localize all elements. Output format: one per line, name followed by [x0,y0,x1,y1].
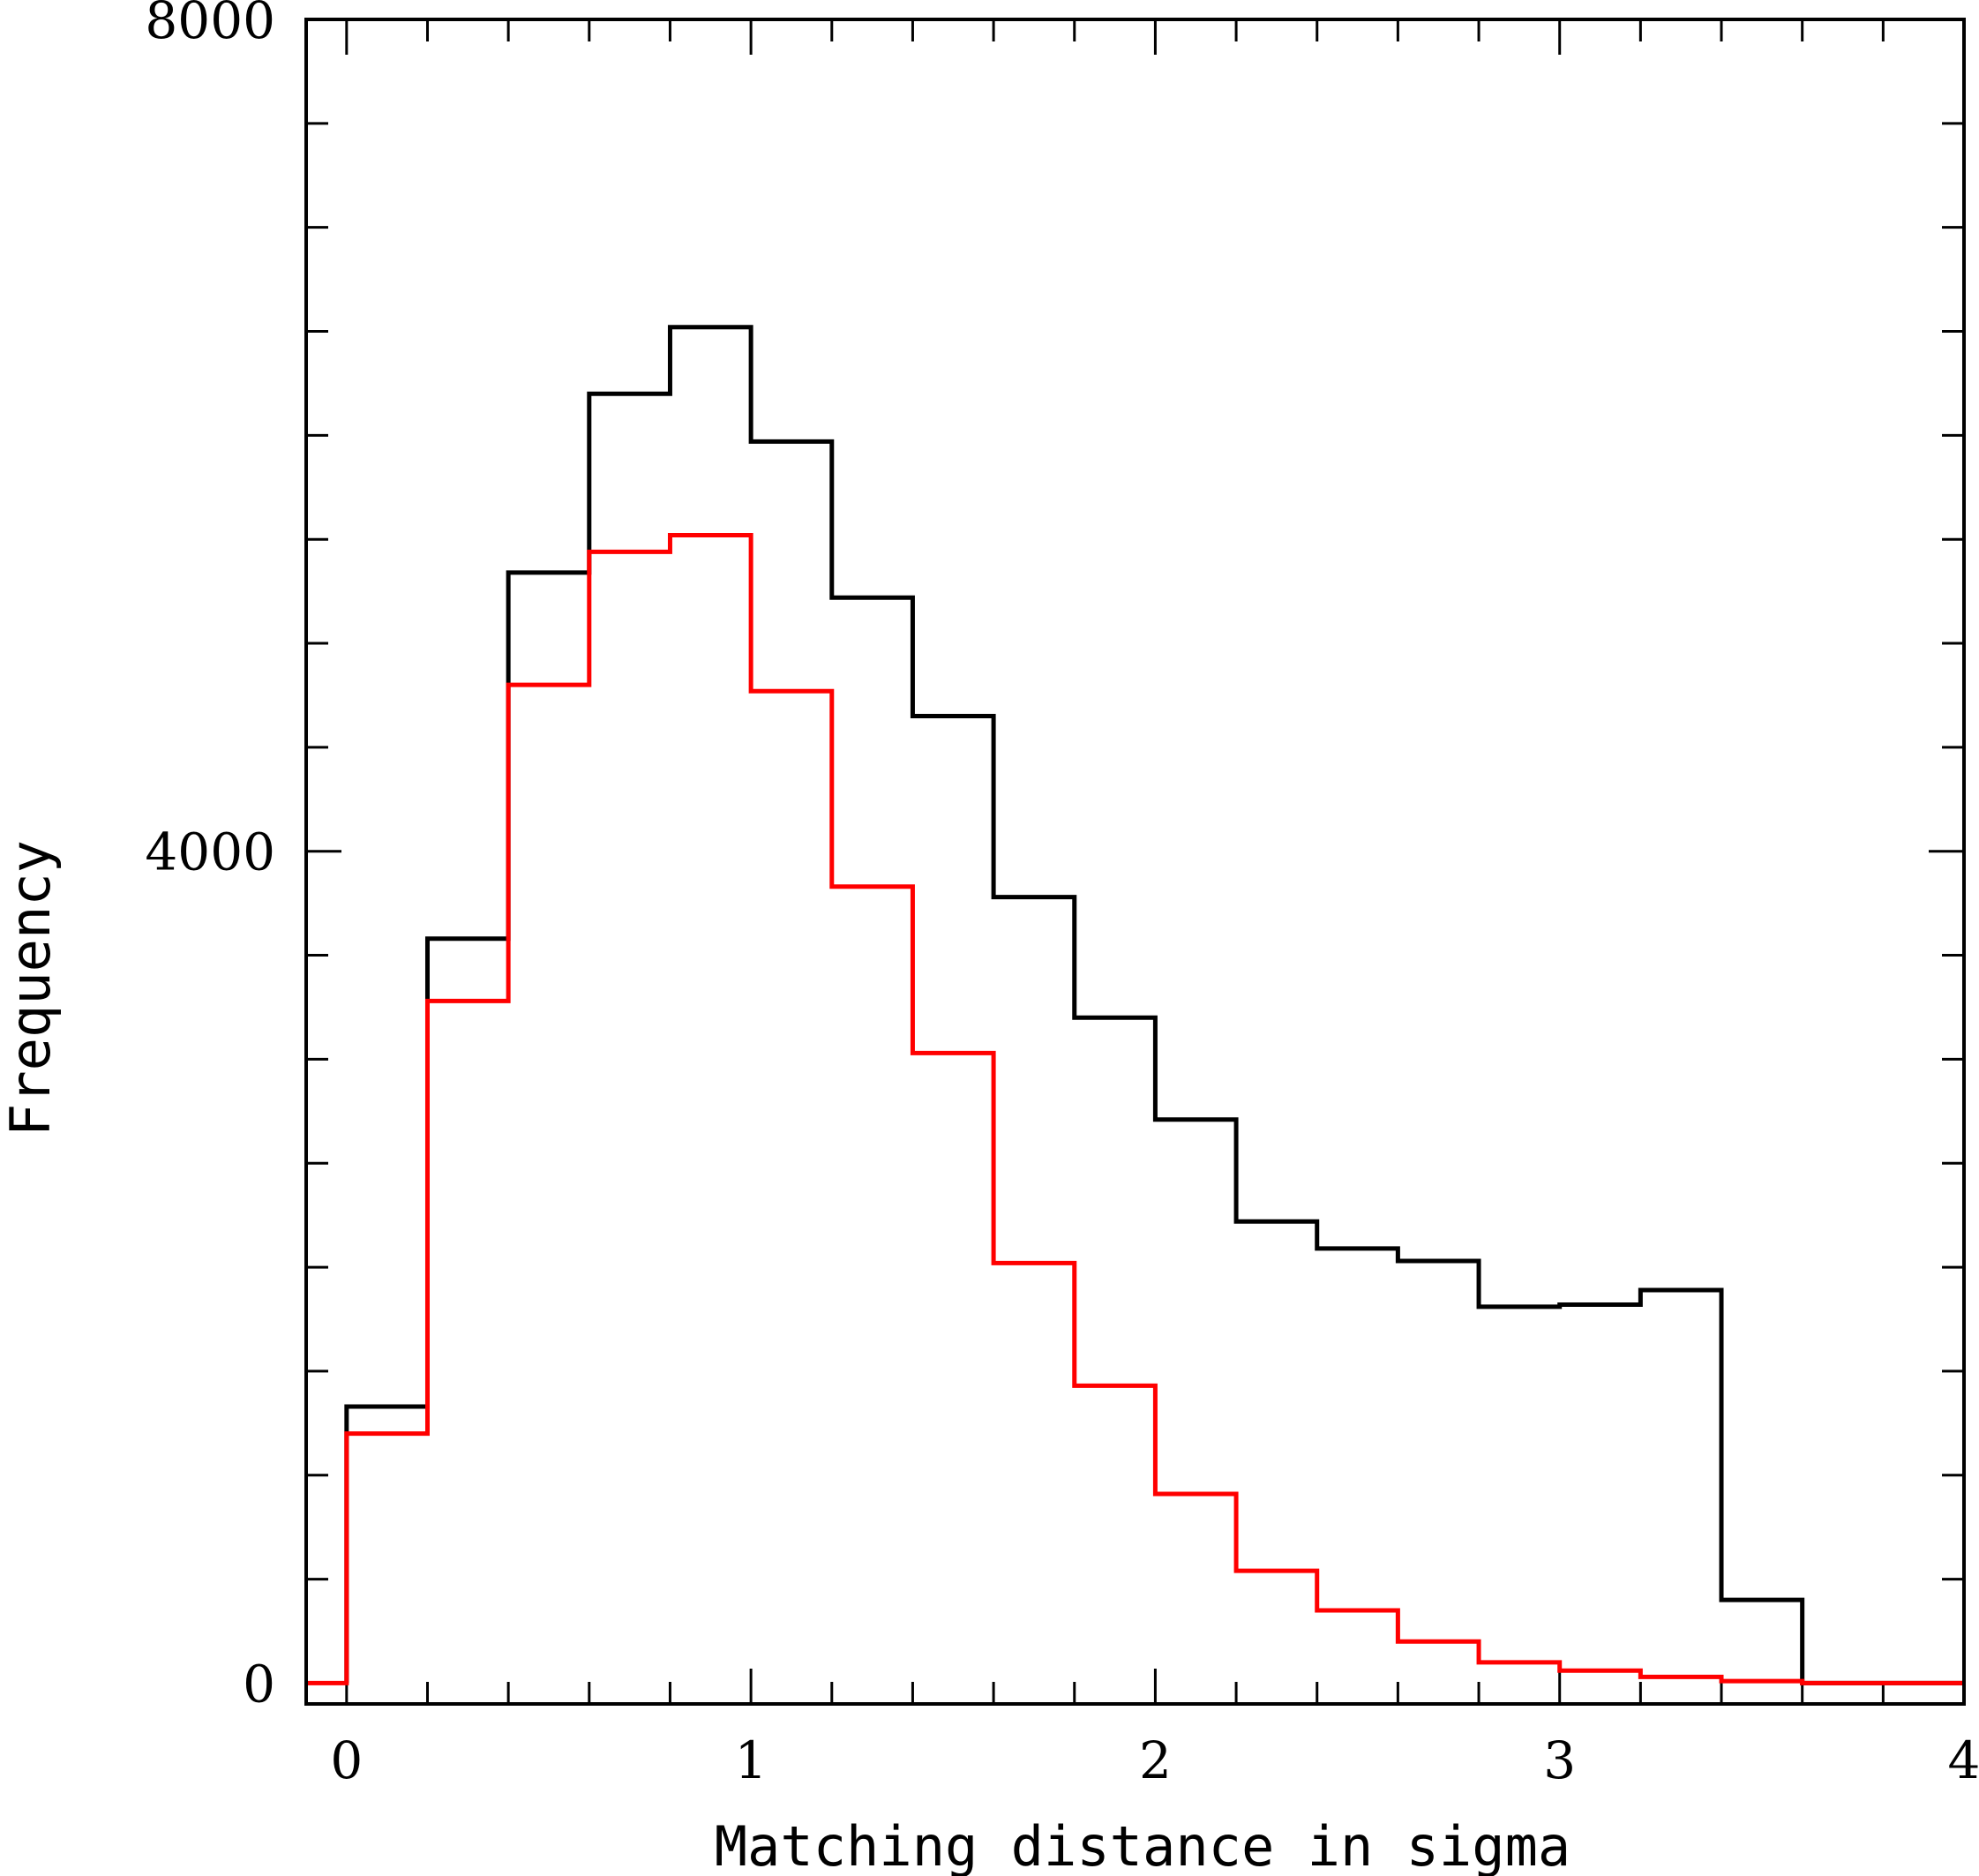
x-tick-label: 0 [330,1730,363,1790]
tick-marks [306,18,1966,1704]
x-tick-label: 1 [735,1730,768,1790]
x-tick-label: 4 [1948,1730,1979,1790]
x-tick-label: 3 [1543,1730,1576,1790]
y-tick-label: 4000 [145,822,275,882]
y-tick-label: 8000 [145,0,275,50]
y-axis-label: Frequency [0,840,63,1137]
x-tick-label: 2 [1139,1730,1172,1790]
series-layer [306,325,1964,1685]
histogram-series-red [306,532,1964,1685]
tick-labels: 0 1 2 3 4 0 4000 8000 [145,0,1979,1790]
histogram-series-black [344,325,1964,1685]
y-tick-label: 0 [243,1654,275,1714]
x-axis-label: Matching distance in sigma [715,1814,1571,1876]
plot-frame [304,18,1966,1706]
